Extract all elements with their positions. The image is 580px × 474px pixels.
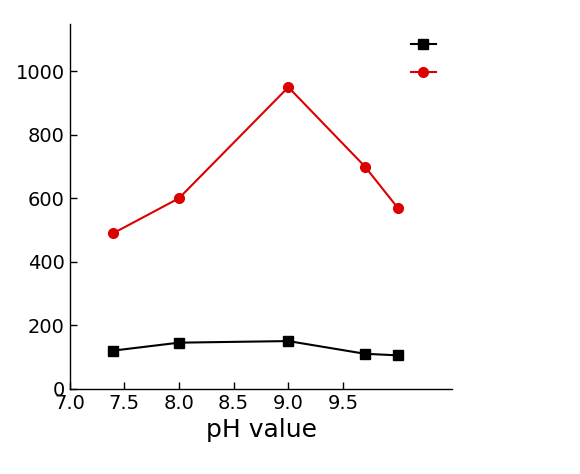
X-axis label: pH value: pH value (205, 418, 317, 442)
Legend: , : , (407, 32, 444, 85)
